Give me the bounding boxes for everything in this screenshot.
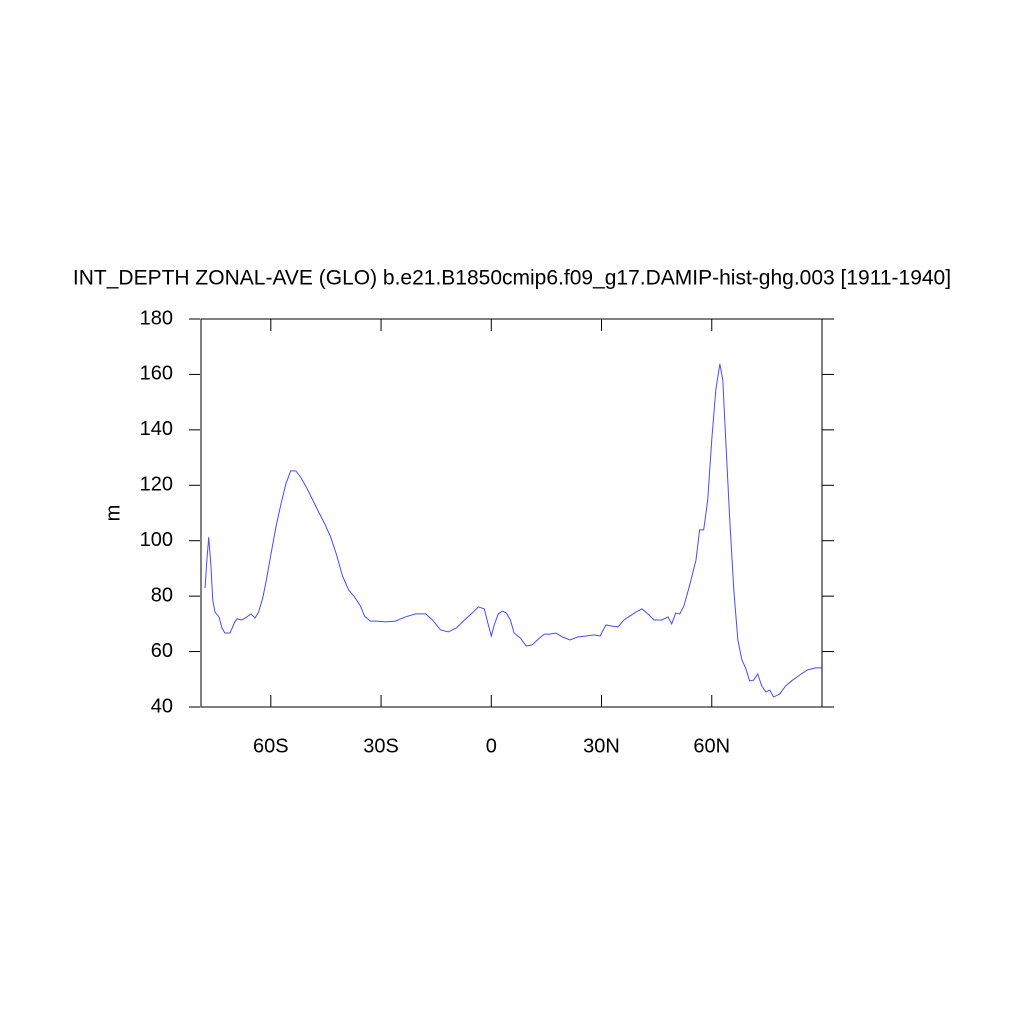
y-tick-label: 160 [140, 363, 173, 385]
x-tick-label: 0 [486, 735, 497, 757]
y-tick-label: 60 [151, 640, 173, 662]
data-line [204, 363, 822, 698]
chart-title: INT_DEPTH ZONAL-AVE (GLO) b.e21.B1850cmi… [73, 267, 951, 290]
y-tick-label: 40 [151, 695, 173, 717]
y-axis-label: m [102, 505, 124, 522]
y-tick-label: 120 [140, 474, 173, 496]
y-tick-label: 140 [140, 418, 173, 440]
y-tick-label: 180 [140, 307, 173, 329]
plot-frame [200, 318, 823, 708]
x-tick-label: 30S [363, 735, 399, 757]
x-tick-label: 60S [253, 735, 289, 757]
y-tick-label: 80 [151, 584, 173, 606]
x-tick-label: 60N [693, 735, 730, 757]
y-tick-label: 100 [140, 529, 173, 551]
x-tick-label: 30N [583, 735, 620, 757]
